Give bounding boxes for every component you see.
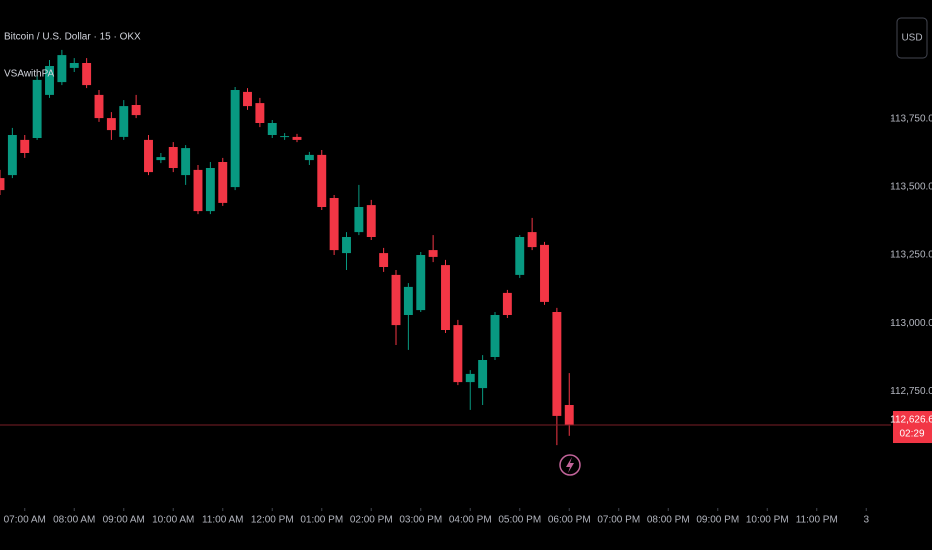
- candle-body: [416, 255, 426, 311]
- candle-body: [20, 139, 30, 153]
- candle-body: [267, 123, 277, 135]
- y-tick-label: 113,500.0: [890, 181, 932, 192]
- currency-button[interactable]: [896, 17, 928, 59]
- candle-body: [230, 90, 240, 188]
- candle-body: [205, 168, 215, 212]
- x-tick-label: 03:00 PM: [399, 515, 442, 526]
- x-tick-label: 02:00 PM: [350, 515, 393, 526]
- candle-body: [0, 178, 5, 191]
- x-tick-label: 05:00 PM: [498, 515, 541, 526]
- x-tick-label: 10:00 AM: [152, 515, 194, 526]
- candle-body: [502, 292, 512, 315]
- candle-body: [564, 405, 574, 426]
- candle-body: [366, 205, 376, 237]
- chart-title: Bitcoin / U.S. Dollar · 15 · OKX: [4, 32, 141, 43]
- y-tick-label: 113,750.0: [890, 113, 932, 124]
- x-tick-label: 11:00 AM: [202, 515, 244, 526]
- x-tick-label: 08:00 AM: [53, 515, 95, 526]
- candle-body: [304, 154, 314, 161]
- x-tick-label: 09:00 AM: [103, 515, 145, 526]
- x-tick-label: 11:00 PM: [796, 515, 838, 526]
- candle-body: [106, 118, 116, 131]
- indicator-name[interactable]: VSAwithPA: [4, 69, 55, 80]
- candle-body: [441, 265, 450, 330]
- candle-body: [69, 63, 79, 68]
- candle-body: [119, 106, 129, 137]
- candle-body: [552, 312, 562, 416]
- x-tick-label: 3: [863, 515, 869, 526]
- candle-body: [57, 55, 67, 83]
- candle-body: [527, 232, 537, 248]
- x-tick-label: 01:00 PM: [300, 515, 343, 526]
- candle-body: [7, 135, 17, 176]
- candle-body: [280, 136, 290, 138]
- x-tick-label: 10:00 PM: [746, 515, 789, 526]
- candle-body: [428, 250, 438, 257]
- candle-body: [243, 91, 252, 107]
- x-tick-label: 12:00 PM: [251, 515, 294, 526]
- candle-body: [317, 154, 327, 207]
- y-tick-label: 113,250.0: [890, 250, 932, 261]
- alert-bolt[interactable]: [566, 457, 574, 473]
- candle-body: [329, 198, 339, 251]
- candle-body: [131, 105, 141, 116]
- candle-body: [342, 237, 351, 254]
- x-tick-label: 09:00 PM: [696, 515, 739, 526]
- candle-body: [292, 136, 302, 140]
- candle-body: [540, 244, 549, 302]
- countdown-label: 02:29: [899, 429, 924, 440]
- alert-icon[interactable]: [559, 454, 581, 476]
- candle-body: [82, 63, 92, 86]
- plot-area: [0, 49, 574, 446]
- candle-body: [144, 139, 153, 173]
- candle-body: [453, 325, 463, 383]
- candle-body: [391, 274, 401, 326]
- candle-body: [490, 315, 500, 357]
- candle-body: [379, 253, 389, 267]
- candle-body: [156, 157, 166, 161]
- candle-body: [465, 373, 475, 383]
- candle-body: [32, 79, 42, 138]
- currency-label[interactable]: USD: [901, 33, 922, 44]
- candle-body: [94, 94, 104, 119]
- candle-body: [45, 66, 54, 95]
- candle-body: [181, 148, 191, 176]
- candle-body: [478, 360, 488, 389]
- x-tick-label: 08:00 PM: [647, 515, 690, 526]
- candle-body: [255, 103, 265, 123]
- candle-body: [218, 162, 228, 203]
- y-tick-label: 112,750.0: [890, 386, 932, 397]
- candle-body: [193, 169, 203, 212]
- candle-body: [403, 286, 413, 315]
- y-tick-label: 113,000.0: [890, 318, 932, 329]
- x-tick-label: 07:00 PM: [597, 515, 640, 526]
- x-tick-label: 07:00 AM: [4, 515, 46, 526]
- last-price-box: [893, 411, 932, 444]
- candle-body: [354, 207, 364, 233]
- candle-body: [515, 237, 525, 275]
- x-tick-label: 04:00 PM: [449, 515, 492, 526]
- candle-body: [168, 147, 178, 168]
- last-price-label: 112,626.6: [890, 415, 932, 426]
- x-tick-label: 06:00 PM: [548, 515, 591, 526]
